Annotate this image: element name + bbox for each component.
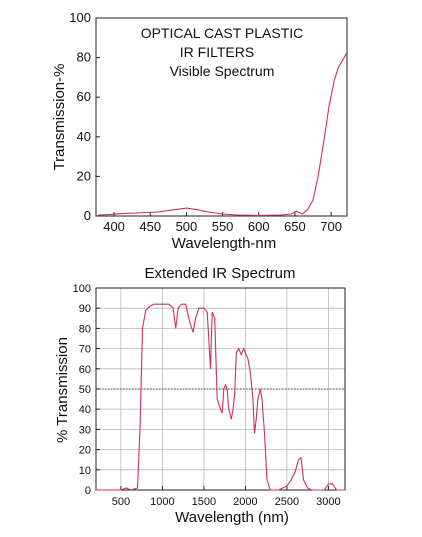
y-tick-label: 60 (79, 364, 91, 376)
y-axis-label: Transmission-% (51, 64, 68, 171)
y-tick-label: 30 (79, 424, 91, 436)
x-tick-label: 600 (248, 219, 270, 234)
y-tick-label: 10 (79, 465, 91, 477)
grid-lines (96, 288, 345, 490)
x-tick-label: 450 (139, 219, 161, 234)
chart-title-line-3: Visible Spectrum (170, 63, 275, 79)
x-axis-ticks: 500 1000 1500 2000 2500 3000 (112, 486, 341, 508)
y-axis-ticks: 0 10 20 30 40 50 60 70 80 90 100 (73, 283, 100, 497)
y-tick-label: 100 (73, 283, 91, 295)
x-tick-label: 550 (212, 219, 234, 234)
extended-ir-chart: Extended IR Spectrum 0 10 20 30 40 50 60 70 80 90… (54, 265, 346, 526)
y-tick-label: 0 (85, 485, 91, 497)
chart-title: Extended IR Spectrum (145, 265, 296, 282)
y-tick-label: 20 (77, 168, 91, 183)
y-tick-label: 90 (79, 303, 91, 315)
transmission-curve (98, 53, 347, 216)
y-tick-label: 70 (79, 344, 91, 356)
y-tick-label: 40 (79, 404, 91, 416)
x-tick-label: 1000 (150, 496, 174, 508)
x-axis-label: Wavelength-nm (172, 235, 277, 252)
y-axis-ticks: 0 20 40 60 80 100 (69, 10, 100, 223)
y-tick-label: 100 (69, 10, 91, 25)
transmission-curve (96, 303, 345, 491)
x-tick-label: 3000 (316, 496, 340, 508)
chart-title-line-1: OPTICAL CAST PLASTIC (141, 25, 304, 41)
y-tick-label: 20 (79, 445, 91, 457)
y-axis-label: % Transmission (54, 337, 71, 443)
x-tick-label: 1500 (192, 496, 216, 508)
chart-title-line-2: IR FILTERS (180, 44, 254, 60)
x-tick-label: 500 (112, 496, 130, 508)
x-tick-label: 400 (103, 219, 125, 234)
x-tick-label: 500 (176, 219, 198, 234)
x-axis-ticks: 400 450 500 550 600 650 700 (103, 212, 342, 234)
y-tick-label: 50 (79, 384, 91, 396)
x-axis-label: Wavelength (nm) (175, 509, 289, 526)
y-tick-label: 80 (77, 50, 91, 65)
plot-frame (95, 17, 348, 217)
y-tick-label: 80 (79, 323, 91, 335)
x-tick-label: 2000 (233, 496, 257, 508)
x-tick-label: 650 (284, 219, 306, 234)
y-tick-label: 0 (84, 208, 91, 223)
x-tick-label: 700 (320, 219, 342, 234)
y-tick-label: 60 (77, 89, 91, 104)
x-tick-label: 2500 (275, 496, 299, 508)
y-tick-label: 40 (77, 129, 91, 144)
visible-spectrum-chart: 0 20 40 60 80 100 400 450 500 550 600 650 700 OPTIC… (51, 10, 348, 252)
